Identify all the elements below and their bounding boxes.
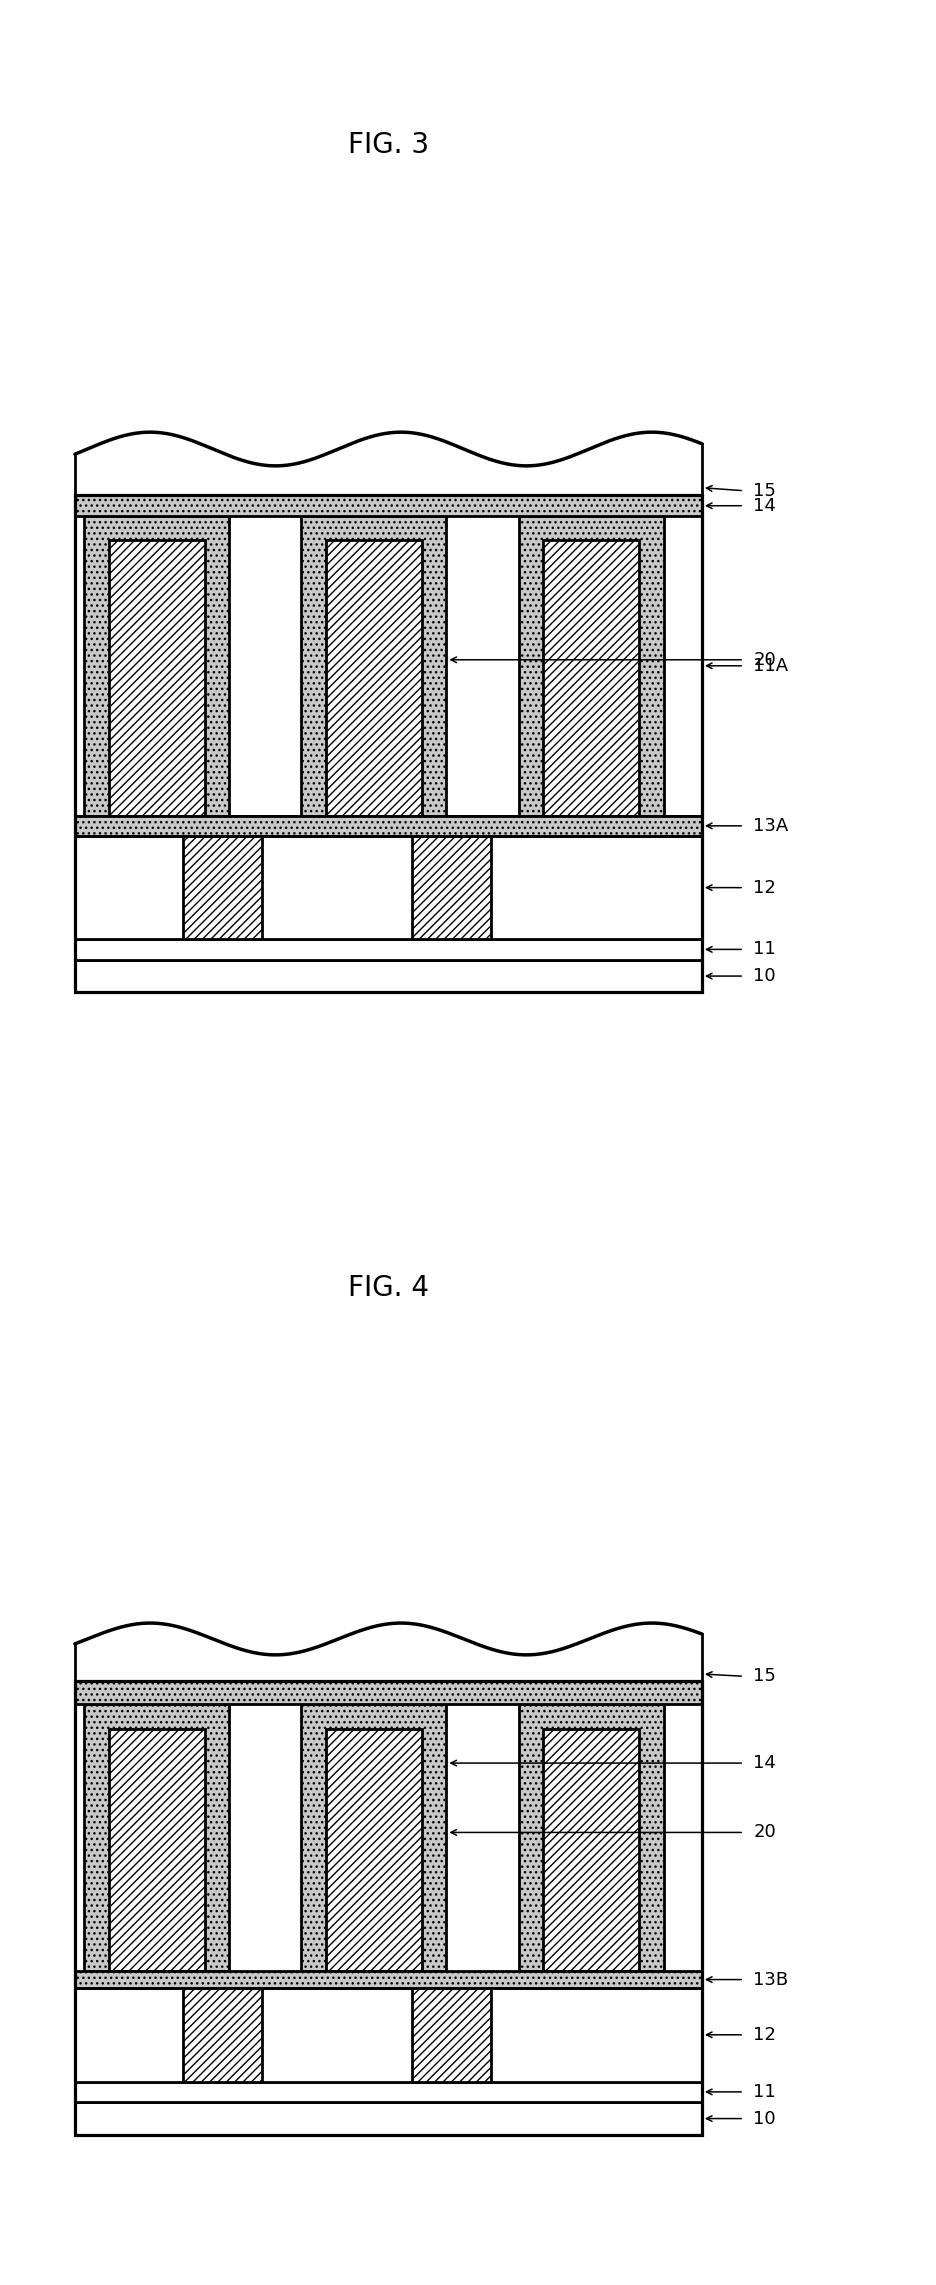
Bar xyxy=(326,539,422,816)
Bar xyxy=(75,1682,702,2134)
Bar xyxy=(75,816,702,836)
Bar xyxy=(75,960,702,992)
Text: FIG. 4: FIG. 4 xyxy=(348,1273,429,1302)
Bar xyxy=(75,2082,702,2102)
Bar xyxy=(301,1705,446,1972)
Bar xyxy=(75,836,702,939)
Bar xyxy=(75,516,702,816)
Text: 15: 15 xyxy=(753,1668,776,1686)
Bar xyxy=(75,1972,702,1988)
Text: 13B: 13B xyxy=(753,1970,789,1988)
Bar xyxy=(183,836,262,939)
Bar xyxy=(183,1988,262,2082)
Bar xyxy=(75,939,702,960)
Text: 10: 10 xyxy=(753,2109,776,2127)
Bar xyxy=(301,516,446,816)
Text: 14: 14 xyxy=(753,1755,776,1773)
Text: 14: 14 xyxy=(753,496,776,514)
Bar xyxy=(84,516,229,816)
Text: 11A: 11A xyxy=(753,656,789,674)
Text: 12: 12 xyxy=(753,2027,776,2043)
Bar xyxy=(412,1988,491,2082)
Bar xyxy=(543,539,639,816)
Text: 12: 12 xyxy=(753,880,776,896)
Bar xyxy=(75,1705,702,1988)
Bar xyxy=(75,1682,702,1705)
Bar xyxy=(109,1730,205,1972)
Bar xyxy=(109,539,205,816)
Bar xyxy=(75,1988,702,2082)
Text: FIG. 3: FIG. 3 xyxy=(348,130,429,160)
Text: 15: 15 xyxy=(753,482,776,500)
Text: 11: 11 xyxy=(753,2084,776,2100)
Bar xyxy=(543,1730,639,1972)
Bar xyxy=(326,1730,422,1972)
Bar xyxy=(412,836,491,939)
Text: 11: 11 xyxy=(753,941,776,957)
Bar xyxy=(519,1705,664,1972)
Bar xyxy=(84,1705,229,1972)
Text: 20: 20 xyxy=(753,1823,776,1842)
Bar xyxy=(75,496,702,992)
Text: 13A: 13A xyxy=(753,816,789,834)
Bar xyxy=(75,2102,702,2134)
Text: 10: 10 xyxy=(753,967,776,985)
Text: 20: 20 xyxy=(753,651,776,670)
Bar xyxy=(519,516,664,816)
Bar xyxy=(75,496,702,516)
